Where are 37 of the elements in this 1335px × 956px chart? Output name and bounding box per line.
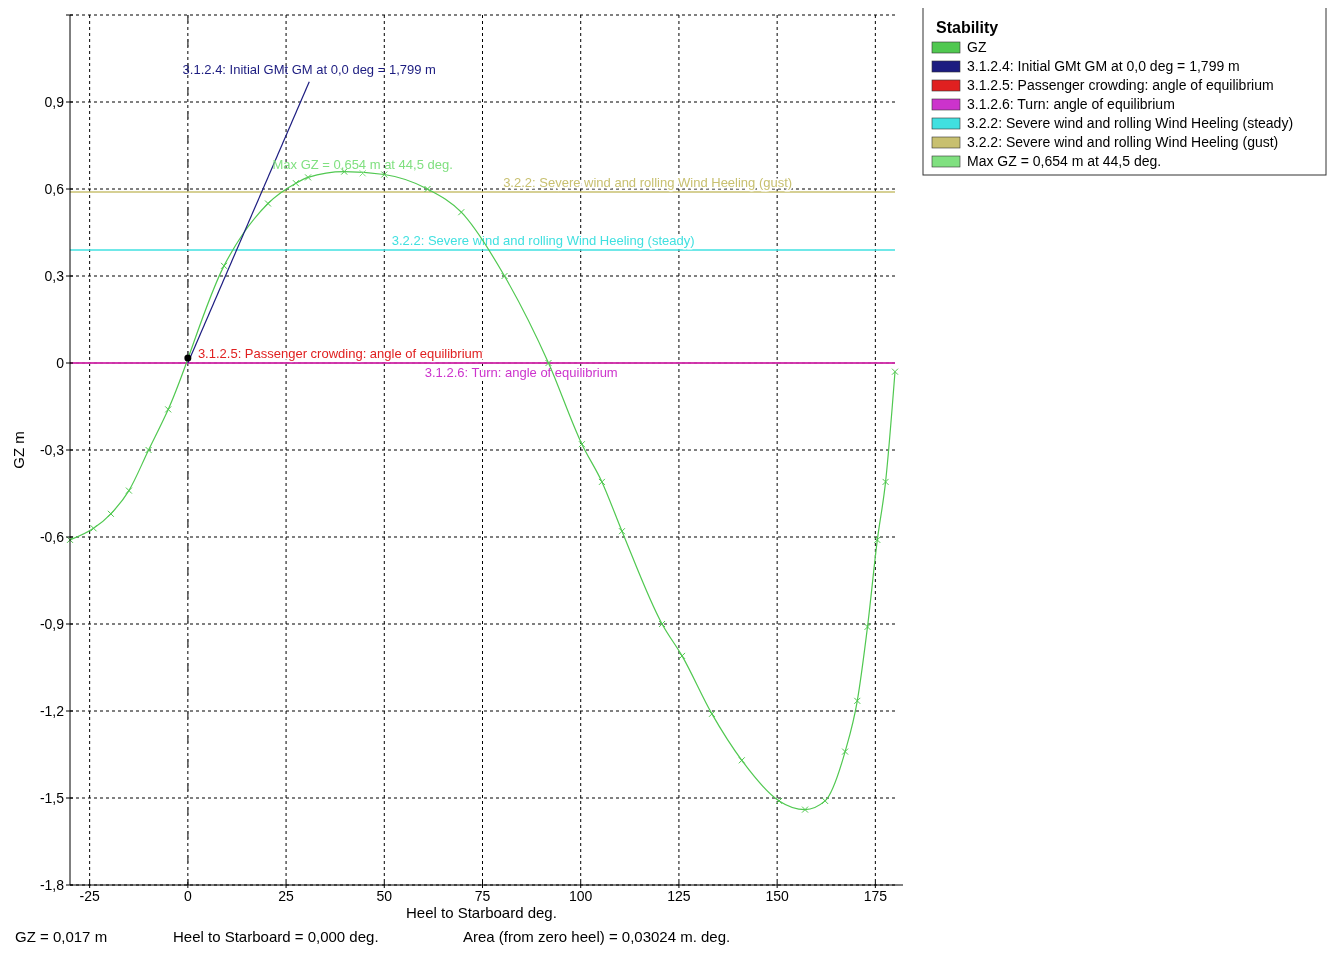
y-tick-label: 0,9 [44,94,65,110]
ref-line-label: 3.1.2.5: Passenger crowding: angle of equilibrium [197,346,483,361]
y-tick-label: 0,6 [44,181,65,197]
x-tick-label: 175 [863,888,888,904]
text: GZ = 0,017 m [15,928,108,945]
y-tick-label: -0,3 [39,442,65,458]
x-tick-label: 125 [667,888,691,904]
text: Area (from zero heel) = 0,03024 m. deg. [463,928,731,945]
text: Heel to Starboard = 0,000 deg. [173,928,379,945]
y-tick-label: -1,8 [39,877,65,893]
y-tick-label: -0,6 [39,529,65,545]
x-tick-label: 100 [569,888,593,904]
y-axis-title: GZ m [10,431,27,469]
y-tick-label: 0 [56,355,65,371]
legend-title: Stability [936,19,999,36]
text: 3.1.2.5: Passenger crowding: angle of equilibrium [967,77,1274,93]
text: 3.1.2.4: Initial GMt GM at 0,0 deg = 1,799 m [182,61,436,77]
text: 3.1.2.6: Turn: angle of equilibrium [967,96,1175,112]
legend-label: 3.1.2.4: Initial GMt GM at 0,0 deg = 1,799 m [967,58,1240,74]
text: 3.2.2: Severe wind and rolling Wind Heeling (gust) [967,134,1279,150]
x-tick-label: 25 [278,888,295,904]
text: Max GZ = 0,654 m at 44,5 deg. [272,157,453,173]
legend-label: GZ [967,39,987,55]
x-tick-label: 50 [376,888,393,904]
legend-label: Max GZ = 0,654 m at 44,5 deg. [967,153,1162,169]
y-tick-label: -0,9 [39,616,65,632]
x-tick-label: 75 [474,888,491,904]
y-tick-label: -1,2 [39,703,65,719]
ref-line-label: 3.1.2.6: Turn: angle of equilibrium [424,365,618,380]
y-tick-label: -1,5 [39,790,65,806]
x-tick-label: -25 [79,888,100,904]
x-axis-title: Heel to Starboard deg. [405,904,557,921]
y-tick-label: 0,3 [44,268,65,284]
ref-line-label: 3.2.2: Severe wind and rolling Wind Heeling (gust) [503,174,793,190]
text: 3.2.2: Severe wind and rolling Wind Heeling (steady) [967,115,1294,131]
x-tick-label: 0 [183,888,192,904]
x-tick-label: 150 [765,888,790,904]
